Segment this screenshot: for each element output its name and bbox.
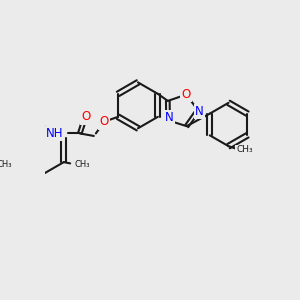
Text: CH₃: CH₃ bbox=[74, 160, 89, 169]
Text: O: O bbox=[99, 116, 109, 128]
Text: NH: NH bbox=[46, 127, 64, 140]
Text: O: O bbox=[82, 110, 91, 123]
Text: N: N bbox=[195, 105, 204, 118]
Text: O: O bbox=[182, 88, 191, 101]
Text: N: N bbox=[165, 111, 174, 124]
Text: CH₃: CH₃ bbox=[236, 146, 253, 154]
Text: CH₃: CH₃ bbox=[0, 160, 12, 169]
